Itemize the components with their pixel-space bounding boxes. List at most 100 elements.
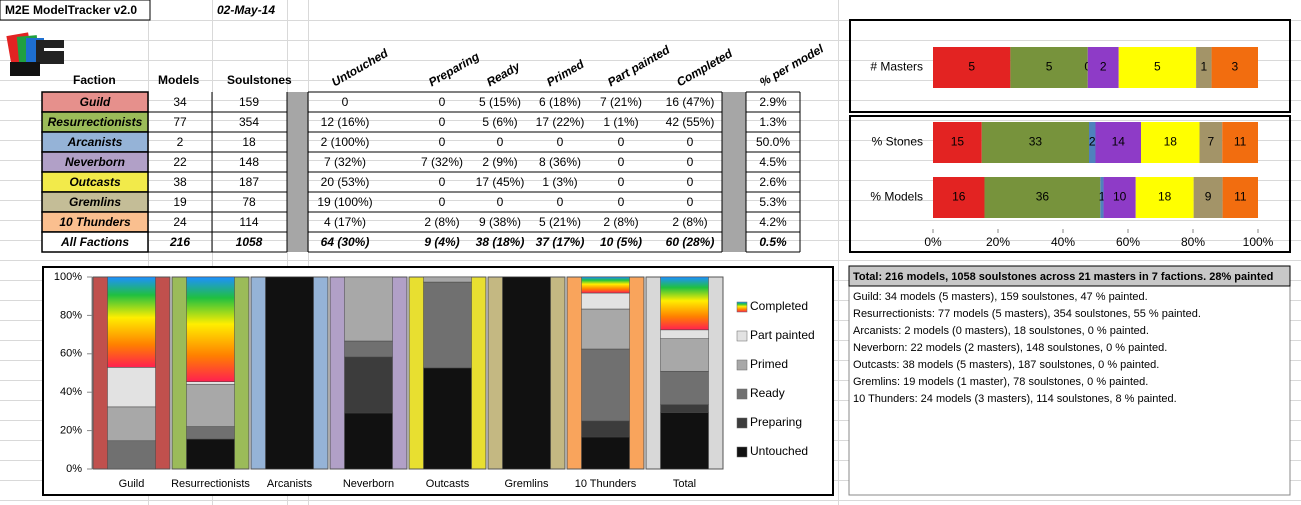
bar-segment: [581, 276, 630, 294]
table-cell: 50.0%: [756, 135, 790, 149]
table-cell: 6 (18%): [539, 95, 581, 109]
table-cell: 0: [497, 135, 504, 149]
column-header: Models: [158, 73, 200, 87]
x-tick-label: 40%: [1051, 235, 1075, 249]
bar-segment: [981, 122, 1089, 163]
bar-segment: [186, 276, 235, 382]
data-label: 2: [1100, 60, 1107, 74]
x-tick-label: Neverborn: [343, 478, 394, 490]
bar-segment: [660, 404, 709, 413]
data-label: 16: [952, 190, 966, 204]
bar-segment: [107, 367, 156, 408]
title-cell: [0, 0, 151, 21]
table-cell: 2.6%: [759, 175, 787, 189]
summary-frame: [848, 285, 1291, 496]
bar-segment: [186, 426, 235, 440]
table-cell: 8 (36%): [539, 155, 581, 169]
legend-swatch: [736, 330, 748, 342]
x-tick-label: 60%: [1116, 235, 1140, 249]
bar-segment: [1222, 122, 1258, 163]
faction-name: All Factions: [60, 235, 129, 249]
data-label: 5: [1154, 60, 1161, 74]
legend-label: Part painted: [750, 328, 815, 342]
bar-segment: [660, 338, 709, 372]
data-label: 18: [1164, 135, 1178, 149]
table-cell: 0: [687, 135, 694, 149]
legend-swatch: [736, 417, 748, 429]
faction-name: Outcasts: [69, 175, 121, 189]
separator-column: [722, 92, 746, 252]
table-cell: 187: [239, 175, 259, 189]
table-cell: 78: [242, 195, 256, 209]
table-cell: 159: [239, 95, 259, 109]
table-cell: 0: [439, 195, 446, 209]
legend-label: Completed: [750, 299, 808, 313]
bar-segment: [423, 367, 472, 470]
data-label: 7: [1208, 135, 1215, 149]
bar-segment: [1103, 177, 1136, 218]
table-cell: 0: [439, 135, 446, 149]
data-label: 33: [1029, 135, 1043, 149]
logo: [6, 32, 64, 76]
bar-segment: [1010, 47, 1088, 88]
bar-segment: [933, 177, 985, 218]
table-cell: 0.5%: [759, 235, 787, 249]
summary-line: Resurrectionists: 77 models (5 masters),…: [853, 308, 1201, 320]
bar-segment: [1141, 122, 1200, 163]
table-cell: 7 (32%): [421, 155, 463, 169]
data-label: 11: [1234, 190, 1247, 204]
x-tick-label: 0%: [924, 235, 942, 249]
bar-segment: [1100, 177, 1104, 218]
data-label: 1: [1200, 60, 1207, 74]
summary-line: Gremlins: 19 models (1 master), 78 souls…: [853, 376, 1148, 388]
table-cell: 10 (5%): [600, 235, 642, 249]
data-label: 14: [1112, 135, 1126, 149]
faction-name: Arcanists: [67, 135, 123, 149]
table-cell: 0: [342, 95, 349, 109]
x-tick-label: Total: [673, 478, 696, 490]
table-cell: 5 (21%): [539, 215, 581, 229]
faction-name: Guild: [80, 95, 111, 109]
legend-label: Ready: [750, 386, 785, 400]
table-cell: 2 (8%): [672, 215, 707, 229]
legend-label: Primed: [750, 357, 788, 371]
x-tick-label: 10 Thunders: [575, 478, 637, 490]
table-cell: 1 (1%): [603, 115, 638, 129]
bar-segment: [581, 348, 630, 422]
summary-headline-cell: [848, 265, 1291, 287]
bar-segment: [107, 440, 156, 470]
bar-segment: [1211, 47, 1258, 88]
bar-segment: [1193, 177, 1223, 218]
table-cell: 2 (9%): [482, 155, 517, 169]
table-cell: 22: [173, 155, 187, 169]
column-header: Faction: [73, 73, 116, 87]
table-cell: 2: [177, 135, 184, 149]
bar-segment: [344, 412, 393, 470]
table-cell: 77: [173, 115, 187, 129]
y-tick-label: 20%: [60, 425, 82, 437]
bar-segment: [581, 308, 630, 350]
category-label: % Stones: [872, 135, 923, 149]
bar-segment: [1095, 122, 1141, 163]
data-label: 10: [1113, 190, 1127, 204]
table-cell: 17 (45%): [476, 175, 525, 189]
bar-segment: [1087, 47, 1119, 88]
table-cell: 0: [439, 95, 446, 109]
table-cell: 1.3%: [759, 115, 787, 129]
table-cell: 19: [173, 195, 187, 209]
bar-segment: [344, 340, 393, 358]
table-cell: 0: [557, 135, 564, 149]
table-cell: 0: [439, 175, 446, 189]
table-cell: 34: [173, 95, 187, 109]
table-cell: 5 (6%): [482, 115, 517, 129]
legend-swatch: [736, 301, 748, 313]
table-cell: 0: [618, 135, 625, 149]
bar-segment: [933, 47, 1011, 88]
summary-line: Arcanists: 2 models (0 masters), 18 soul…: [853, 325, 1149, 337]
bar-segment: [502, 276, 551, 470]
data-label: 11: [1234, 135, 1247, 149]
bar-segment: [1222, 177, 1258, 218]
column-header: % per model: [757, 41, 826, 89]
table-cell: 5.3%: [759, 195, 787, 209]
chart-frame: [849, 19, 1291, 113]
